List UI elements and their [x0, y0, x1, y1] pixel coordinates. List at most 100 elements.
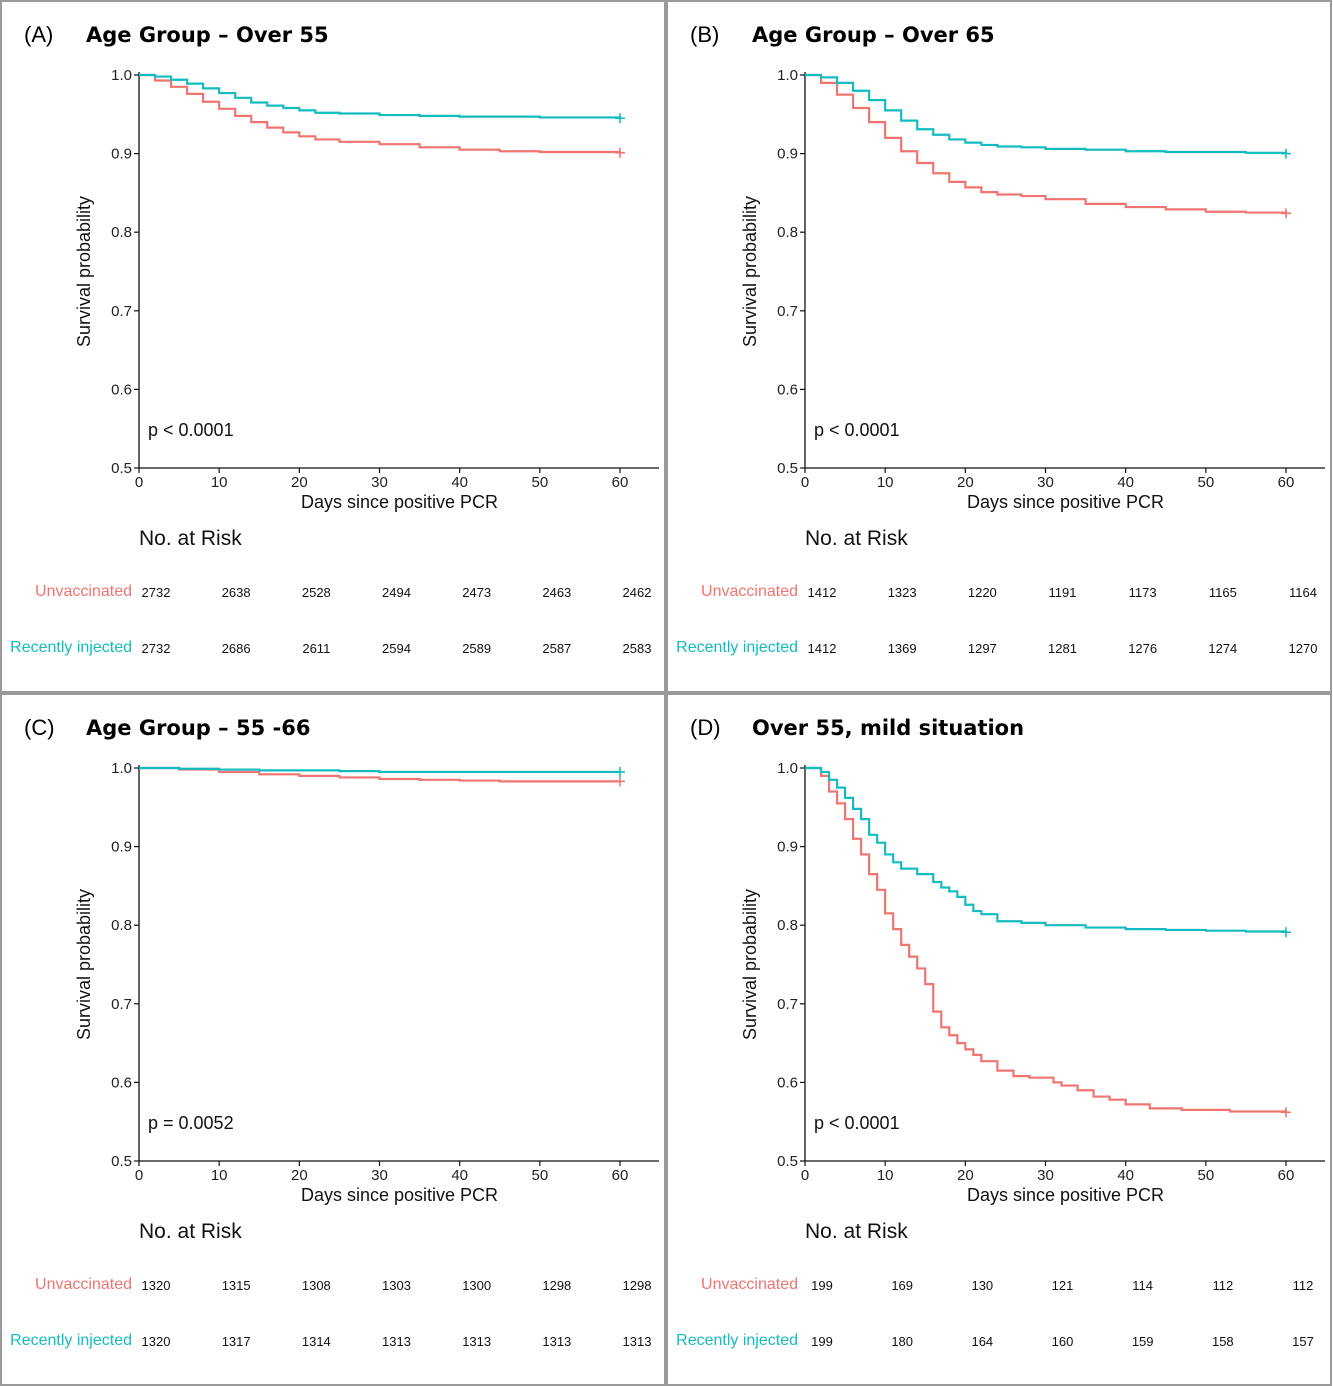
series-line-unvaccinated [139, 73, 622, 154]
risk-value: 169 [891, 1278, 913, 1293]
risk-row-label: Unvaccinated [701, 583, 798, 600]
risk-value: 199 [811, 1278, 833, 1293]
y-axis-label: Survival probability [74, 889, 94, 1040]
panel-b: (B) Age Group – Over 65 0 10 20 30 40 50 60 0.5 0.… [666, 0, 1332, 693]
x-tick-label: 0 [801, 474, 809, 491]
risk-value: 130 [971, 1278, 993, 1293]
x-tick-label: 60 [1278, 474, 1295, 491]
x-tick-label: 0 [135, 1167, 143, 1184]
series-line-recently-injected [805, 73, 1288, 154]
km-chart-a: (A) Age Group – Over 55 0 10 20 30 40 50 60 0.5 0.… [10, 22, 659, 656]
y-tick-label: 0.6 [111, 1074, 132, 1091]
risk-value: 160 [1052, 1334, 1074, 1349]
series-line-unvaccinated [805, 766, 1288, 1113]
risk-value: 180 [891, 1334, 913, 1349]
x-axis-label: Days since positive PCR [301, 1185, 498, 1205]
y-tick-label: 1.0 [777, 760, 798, 777]
chart-title: Age Group – Over 55 [86, 23, 329, 47]
risk-value: 2583 [623, 641, 652, 656]
y-tick-label: 1.0 [111, 67, 132, 84]
y-tick-label: 0.8 [111, 917, 132, 934]
x-tick-label: 30 [371, 1167, 388, 1184]
risk-value: 2638 [222, 585, 251, 600]
x-tick-label: 40 [451, 1167, 468, 1184]
risk-value: 158 [1212, 1334, 1234, 1349]
risk-value: 1315 [222, 1278, 251, 1293]
x-tick-label: 20 [957, 1167, 974, 1184]
y-tick-label: 0.6 [111, 381, 132, 398]
x-tick-label: 10 [877, 1167, 894, 1184]
risk-value: 1274 [1208, 641, 1237, 656]
risk-row-label: Recently injected [10, 639, 132, 656]
km-chart-d: (D) Over 55, mild situation 0 10 20 30 40 50 60 0… [676, 715, 1325, 1349]
y-tick-label: 0.7 [777, 303, 798, 320]
x-tick-label: 30 [1037, 1167, 1054, 1184]
risk-value: 1308 [302, 1278, 331, 1293]
x-tick-label: 0 [135, 474, 143, 491]
x-tick-label: 0 [801, 1167, 809, 1184]
risk-value: 1276 [1128, 641, 1157, 656]
risk-value: 1313 [382, 1334, 411, 1349]
risk-value: 112 [1212, 1278, 1233, 1293]
risk-value: 2463 [542, 585, 571, 600]
risk-table-title: No. at Risk [139, 1220, 242, 1243]
risk-value: 1173 [1129, 585, 1157, 600]
y-axis-label: Survival probability [740, 196, 760, 347]
risk-value: 1298 [542, 1278, 571, 1293]
risk-value: 2587 [542, 641, 571, 656]
p-value: p < 0.0001 [814, 420, 900, 440]
y-tick-label: 0.6 [777, 381, 798, 398]
risk-row-label: Recently injected [676, 1332, 798, 1349]
panel-letter: (D) [690, 715, 721, 740]
risk-value: 1369 [888, 641, 917, 656]
y-tick-label: 0.5 [111, 460, 132, 477]
p-value: p = 0.0052 [148, 1113, 234, 1133]
risk-value: 121 [1052, 1278, 1074, 1293]
risk-value: 1191 [1049, 585, 1077, 600]
y-tick-label: 0.9 [111, 839, 132, 856]
panel-c: (C) Age Group – 55 -66 0 10 20 30 40 50 60 0.5 0.6… [0, 693, 666, 1386]
x-tick-label: 50 [531, 1167, 548, 1184]
x-axis-label: Days since positive PCR [967, 1185, 1164, 1205]
y-tick-label: 0.7 [111, 303, 132, 320]
risk-table-title: No. at Risk [805, 1220, 908, 1243]
risk-value: 2462 [623, 585, 652, 600]
risk-value: 112 [1293, 1278, 1314, 1293]
y-tick-label: 1.0 [777, 67, 798, 84]
panel-letter: (B) [690, 22, 719, 47]
risk-value: 1300 [462, 1278, 491, 1293]
risk-value: 199 [811, 1334, 833, 1349]
panel-a: (A) Age Group – Over 55 0 10 20 30 40 50 60 0.5 0.… [0, 0, 666, 693]
risk-value: 1320 [142, 1278, 171, 1293]
risk-row-label: Unvaccinated [35, 1276, 132, 1293]
y-tick-label: 0.7 [777, 996, 798, 1013]
risk-row-label: Unvaccinated [35, 583, 132, 600]
risk-value: 1323 [888, 585, 917, 600]
x-tick-label: 10 [211, 1167, 228, 1184]
x-axis-label: Days since positive PCR [967, 492, 1164, 512]
x-tick-label: 10 [877, 474, 894, 491]
risk-value: 1313 [542, 1334, 571, 1349]
y-tick-label: 1.0 [111, 760, 132, 777]
risk-row-label: Recently injected [676, 639, 798, 656]
risk-value: 1298 [623, 1278, 652, 1293]
x-tick-label: 30 [1037, 474, 1054, 491]
y-tick-label: 0.7 [111, 996, 132, 1013]
risk-value: 114 [1132, 1278, 1153, 1293]
x-axis-label: Days since positive PCR [301, 492, 498, 512]
risk-value: 2594 [382, 641, 411, 656]
risk-value: 1412 [808, 641, 837, 656]
y-tick-label: 0.5 [777, 460, 798, 477]
y-tick-label: 0.9 [111, 146, 132, 163]
x-tick-label: 50 [1197, 1167, 1214, 1184]
risk-value: 1164 [1289, 585, 1317, 600]
risk-value: 2473 [462, 585, 491, 600]
y-tick-label: 0.5 [777, 1153, 798, 1170]
risk-value: 2611 [302, 641, 330, 656]
y-tick-label: 0.8 [777, 917, 798, 934]
risk-value: 159 [1132, 1334, 1154, 1349]
y-axis-label: Survival probability [74, 196, 94, 347]
risk-value: 2732 [142, 585, 171, 600]
risk-value: 2528 [302, 585, 331, 600]
risk-value: 1220 [968, 585, 997, 600]
